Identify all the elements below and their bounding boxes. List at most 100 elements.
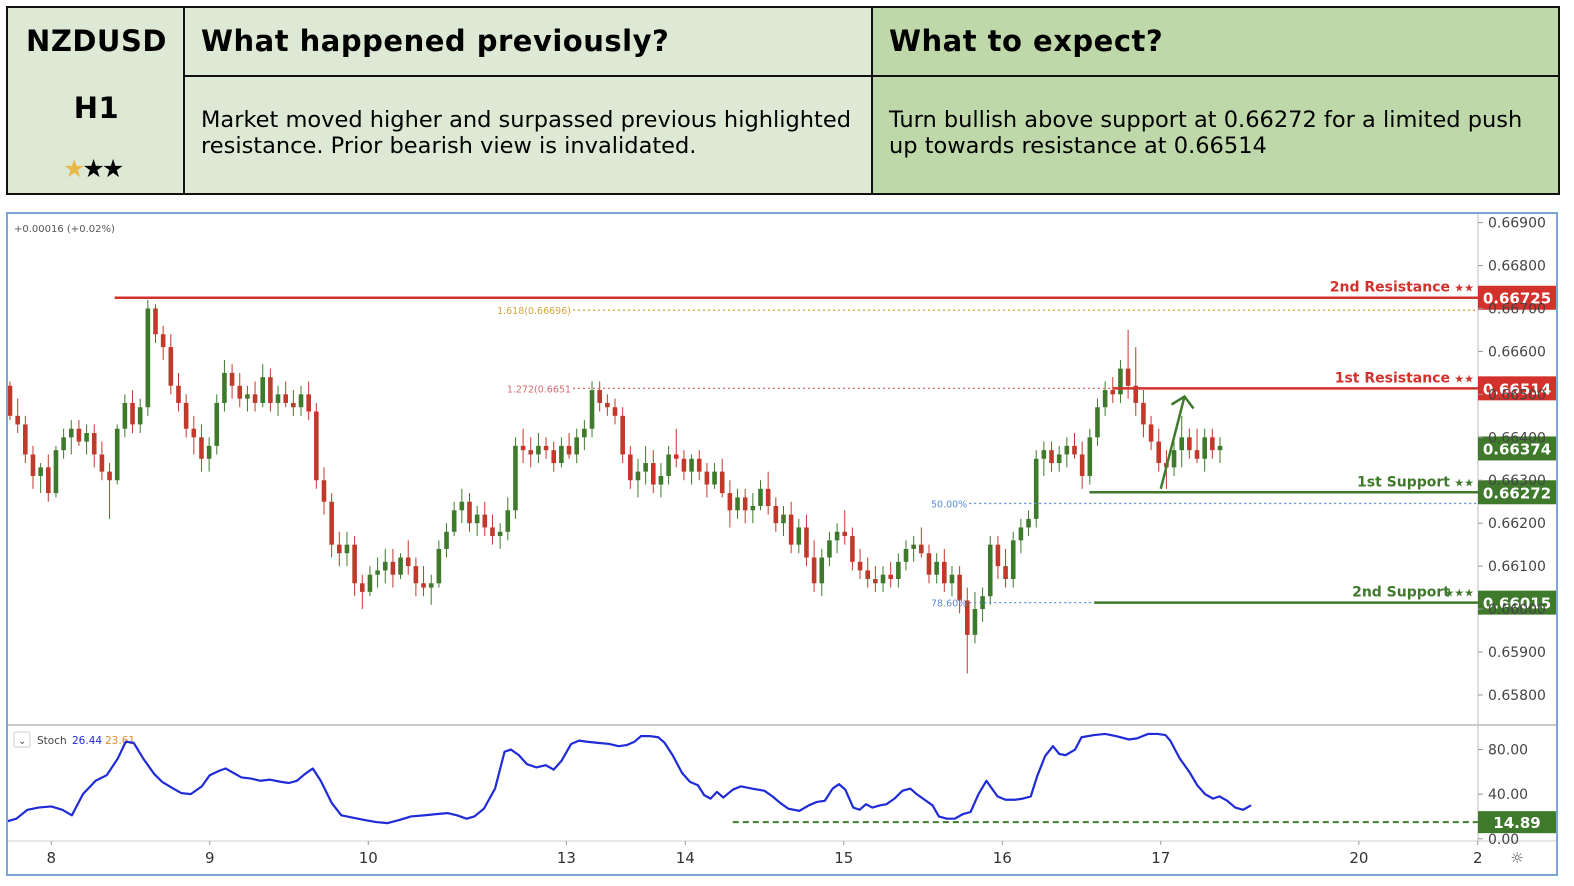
level-stars: ★★ (1454, 282, 1474, 295)
candle-body (1010, 540, 1016, 579)
level-label: 1st Resistance (1335, 370, 1450, 386)
candle-body (382, 561, 388, 571)
candle-body (1156, 441, 1162, 464)
rating-star-icon: ★ (101, 154, 124, 183)
indicator-collapse-button[interactable] (13, 731, 31, 748)
expect-text: Turn bullish above support at 0.66272 fo… (889, 107, 1523, 159)
candle-body (206, 445, 212, 459)
price-tick-label: 0.66800 (1488, 259, 1546, 275)
candle-body (605, 402, 610, 408)
expect-header-cell: What to expect? (873, 8, 1558, 77)
candle-body (735, 497, 740, 511)
candle-body (229, 372, 235, 386)
candle-body (643, 463, 648, 472)
candle-body (796, 527, 802, 545)
candle-body (750, 506, 756, 511)
instrument-symbol: NZDUSD (26, 24, 167, 58)
candle-body (612, 407, 618, 416)
candle-body (842, 531, 848, 537)
chevron-down-icon: ⌄ (18, 736, 26, 747)
level-price-tag (1478, 590, 1556, 615)
stoch-tick-label: 0.00 (1488, 832, 1519, 848)
level-price-tag (1478, 376, 1556, 401)
candle-body (582, 428, 587, 438)
candle-body (245, 394, 250, 399)
previous-text: Market moved higher and surpassed previo… (201, 107, 851, 159)
level-stars: ★★ (1454, 372, 1474, 385)
candle-body (91, 433, 97, 455)
rating-star-icon: ★ (63, 154, 85, 183)
candle-body (857, 561, 863, 571)
candle-body (298, 394, 304, 408)
candle-body (283, 394, 288, 403)
price-tick-label: 0.66000 (1488, 602, 1546, 618)
candle-body (1148, 424, 1154, 442)
level-label: 2nd Support (1352, 585, 1450, 601)
candle-body (773, 506, 779, 524)
price-chart-panel[interactable]: 1.618(0.66696) 1.272(0.6651 50.00% 78.60% 2n… (0, 212, 1558, 876)
candle-body (1087, 437, 1093, 476)
candle-body (528, 450, 534, 455)
candle-body (719, 471, 725, 494)
candle-body (145, 308, 151, 408)
confidence-rating: ★★★ (63, 154, 124, 183)
candle-body (658, 475, 664, 485)
candle-body (490, 527, 495, 537)
candle-body (122, 402, 128, 429)
candle-body (137, 407, 143, 425)
arrow-head-icon (1170, 394, 1195, 410)
candle-body (827, 540, 832, 558)
candle-body (1187, 437, 1192, 451)
previous-body-cell: Market moved higher and surpassed previo… (185, 77, 873, 193)
candle-body (314, 411, 319, 481)
stoch-k-value: 26.44 (72, 735, 102, 747)
candle-body (23, 424, 28, 455)
candle-body (1194, 450, 1200, 459)
price-chart[interactable]: 1.618(0.66696) 1.272(0.6651 50.00% 78.60% 2n… (0, 214, 1556, 874)
candle-body (873, 579, 878, 584)
candle-body (1095, 407, 1100, 438)
candle-body (505, 510, 511, 532)
candle-body (681, 458, 687, 472)
current-price-tag (1478, 436, 1556, 461)
current-price-label: 0.66374 (1483, 440, 1551, 458)
candle-body (1171, 450, 1177, 468)
candle-body (1102, 390, 1108, 408)
candle-body (214, 402, 220, 446)
candle-body (536, 445, 541, 455)
candle-body (804, 527, 809, 558)
candle-body (1041, 450, 1047, 459)
time-tick-label: 2 (1473, 849, 1483, 867)
price-tick-label: 0.66500 (1488, 387, 1546, 403)
candle-body (566, 445, 572, 455)
candle-body (1210, 437, 1215, 451)
expect-body-cell: Turn bullish above support at 0.66272 fo… (873, 77, 1558, 193)
candle-body (597, 390, 602, 403)
candle-body (689, 458, 694, 472)
candle-body (130, 402, 135, 425)
candle-body (53, 450, 59, 494)
candle-body (1125, 368, 1131, 386)
candle-body (964, 600, 970, 635)
price-tick-label: 0.65900 (1488, 645, 1546, 661)
candle-body (903, 548, 909, 562)
candle-body (788, 514, 794, 545)
candle-body (1217, 445, 1223, 451)
projection-arrow-icon (1159, 396, 1186, 490)
time-tick-label: 15 (834, 849, 853, 867)
candle-body (444, 531, 449, 549)
fib-level-label: 78.60% (931, 599, 967, 610)
candle-body (237, 385, 243, 399)
settings-gear-icon[interactable]: ☼ (1510, 849, 1523, 867)
level-price-label: 0.66015 (1483, 595, 1551, 613)
candle-body (359, 583, 365, 592)
time-tick-label: 14 (676, 849, 695, 867)
stoch-tick-label: 80.00 (1488, 743, 1528, 759)
fib-level-label: 1.618(0.66696) (497, 306, 571, 317)
candle-body (987, 544, 993, 597)
candle-body (421, 583, 426, 588)
candle-body (742, 497, 748, 511)
indicator-name: Stoch (37, 735, 67, 747)
candle-body (1049, 450, 1054, 464)
candle-body (1064, 445, 1070, 455)
